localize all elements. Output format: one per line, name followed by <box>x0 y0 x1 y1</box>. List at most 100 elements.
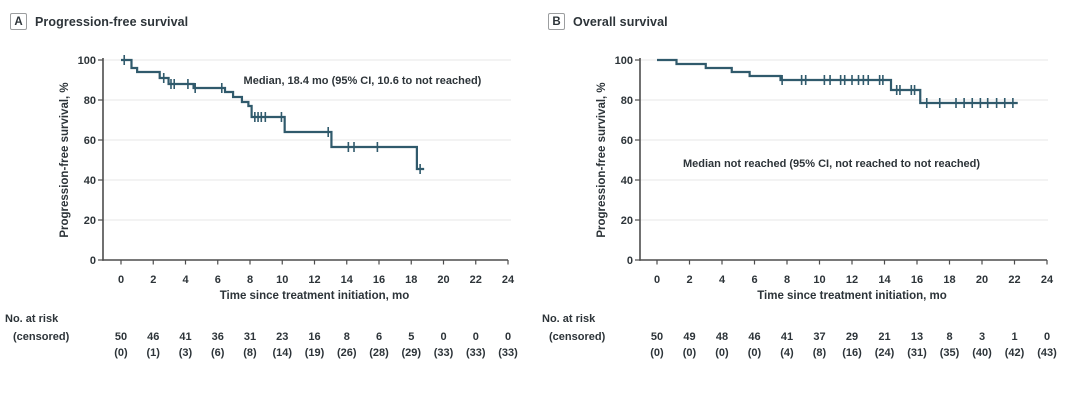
svg-text:100: 100 <box>78 55 96 67</box>
censored-count: (28) <box>369 347 389 359</box>
at-risk-count: 5 <box>408 331 414 343</box>
panel-b: B Overall survival 0 20 40 60 80 100 0 2 4 6 8 10 12… <box>540 0 1080 400</box>
svg-text:10: 10 <box>276 274 288 286</box>
svg-text:80: 80 <box>621 95 633 107</box>
censored-count: (42) <box>1005 347 1025 359</box>
at-risk-label: No. at risk <box>542 313 596 325</box>
panel-b-badge: B <box>548 13 565 30</box>
axes <box>635 58 1048 265</box>
panel-a: A Progression-free survival 0 20 40 60 80 100… <box>5 13 518 359</box>
at-risk-count: 49 <box>683 331 695 343</box>
svg-text:20: 20 <box>621 215 633 227</box>
svg-text:0: 0 <box>90 255 96 267</box>
at-risk-table: No. at risk(censored) 50(0)46(1)41(3)36(6… <box>5 313 518 359</box>
censored-count: (26) <box>337 347 357 359</box>
at-risk-count: 0 <box>505 331 511 343</box>
at-risk-count: 31 <box>244 331 256 343</box>
censored-count: (0) <box>650 347 664 359</box>
censored-count: (29) <box>401 347 421 359</box>
at-risk-count: 41 <box>179 331 191 343</box>
svg-text:10: 10 <box>813 274 825 286</box>
at-risk-count: 0 <box>440 331 446 343</box>
svg-text:0: 0 <box>627 255 633 267</box>
at-risk-count: 3 <box>979 331 985 343</box>
censored-count: (0) <box>715 347 729 359</box>
panel-a-title-row: A Progression-free survival <box>10 13 188 30</box>
svg-text:2: 2 <box>686 274 692 286</box>
svg-text:18: 18 <box>943 274 955 286</box>
at-risk-count: 50 <box>115 331 127 343</box>
svg-text:12: 12 <box>308 274 320 286</box>
x-axis-title: Time since treatment initiation, mo <box>220 290 410 302</box>
censored-count: (14) <box>272 347 292 359</box>
at-risk-count: 21 <box>878 331 890 343</box>
svg-text:0: 0 <box>118 274 124 286</box>
at-risk-count: 8 <box>344 331 350 343</box>
censored-count: (33) <box>434 347 454 359</box>
svg-text:40: 40 <box>621 175 633 187</box>
median-annotation: Median not reached (95% CI, not reached … <box>683 158 980 170</box>
censored-count: (33) <box>498 347 518 359</box>
svg-text:6: 6 <box>215 274 221 286</box>
svg-text:16: 16 <box>911 274 923 286</box>
censored-count: (24) <box>875 347 895 359</box>
svg-text:60: 60 <box>621 135 633 147</box>
panel-a-badge: A <box>10 13 27 30</box>
svg-text:40: 40 <box>84 175 96 187</box>
at-risk-count: 1 <box>1011 331 1017 343</box>
censor-marks <box>781 75 1014 108</box>
svg-text:14: 14 <box>878 274 891 286</box>
gridlines <box>103 59 511 221</box>
svg-text:80: 80 <box>84 95 96 107</box>
svg-text:4: 4 <box>182 274 189 286</box>
svg-text:4: 4 <box>719 274 726 286</box>
at-risk-count: 0 <box>1044 331 1050 343</box>
censored-count: (6) <box>211 347 225 359</box>
svg-text:14: 14 <box>341 274 354 286</box>
at-risk-count: 6 <box>376 331 382 343</box>
panel-b-title-row: B Overall survival <box>548 13 668 30</box>
censor-marks <box>123 55 421 174</box>
at-risk-label: No. at risk <box>5 313 59 325</box>
censored-count: (31) <box>907 347 927 359</box>
panel-a-title: Progression-free survival <box>35 14 189 29</box>
at-risk-count: 46 <box>147 331 159 343</box>
svg-text:8: 8 <box>247 274 253 286</box>
gridlines <box>640 59 1048 221</box>
at-risk-count: 23 <box>276 331 288 343</box>
at-risk-count: 41 <box>781 331 793 343</box>
svg-text:24: 24 <box>502 274 515 286</box>
censored-label: (censored) <box>13 331 70 343</box>
at-risk-count: 46 <box>748 331 760 343</box>
censored-count: (35) <box>940 347 960 359</box>
svg-text:18: 18 <box>405 274 417 286</box>
censored-count: (33) <box>466 347 486 359</box>
at-risk-count: 16 <box>308 331 320 343</box>
svg-text:12: 12 <box>846 274 858 286</box>
at-risk-count: 29 <box>846 331 858 343</box>
y-axis-title: Progression-free survival, % <box>596 82 608 237</box>
svg-text:60: 60 <box>84 135 96 147</box>
svg-text:2: 2 <box>150 274 156 286</box>
at-risk-count: 48 <box>716 331 728 343</box>
svg-text:20: 20 <box>437 274 449 286</box>
svg-text:6: 6 <box>751 274 757 286</box>
axes <box>98 58 509 265</box>
at-risk-table: No. at risk (censored) 50 (0) 49 (0) 48 (0) 46 (0… <box>542 313 1057 359</box>
svg-text:100: 100 <box>615 55 633 67</box>
svg-text:20: 20 <box>976 274 988 286</box>
svg-text:0: 0 <box>654 274 660 286</box>
censored-count: (3) <box>179 347 193 359</box>
svg-text:16: 16 <box>373 274 385 286</box>
censored-count: (8) <box>243 347 257 359</box>
svg-text:8: 8 <box>784 274 790 286</box>
censored-count: (16) <box>842 347 862 359</box>
censored-count: (1) <box>147 347 161 359</box>
survival-curve <box>657 58 1018 105</box>
y-axis-title: Progression-free survival, % <box>59 82 71 237</box>
censored-count: (19) <box>305 347 325 359</box>
